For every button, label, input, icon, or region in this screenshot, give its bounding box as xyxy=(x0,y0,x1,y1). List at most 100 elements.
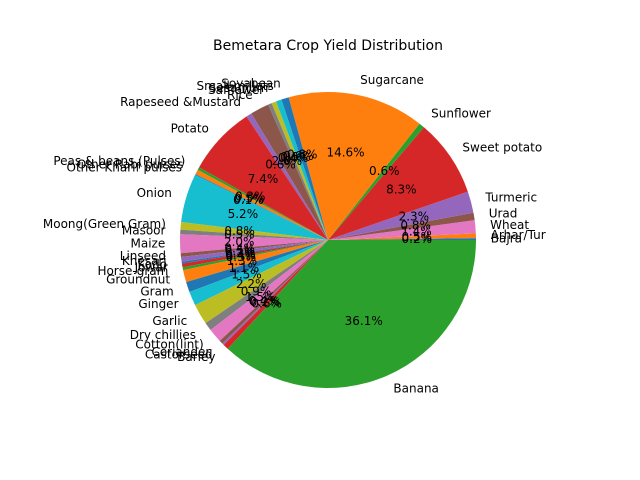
pct-label-sesamum: 0.5% xyxy=(280,150,311,164)
pct-label-horse-gram: 0.3% xyxy=(226,250,257,264)
category-label-onion: Onion xyxy=(137,186,172,200)
pct-label-potato: 7.4% xyxy=(248,172,279,186)
pie-slice-potato xyxy=(199,116,328,240)
pie-slices xyxy=(180,91,477,388)
pct-label-linseed: 0.4% xyxy=(224,242,255,256)
pct-label-sweet-potato: 8.3% xyxy=(386,182,417,196)
category-label-linseed: Linseed xyxy=(120,249,166,263)
pie-slice-soyabean xyxy=(281,97,328,240)
pct-label-coriander: 0.4% xyxy=(249,294,280,308)
category-label-barley: Barley xyxy=(177,350,215,364)
pie-slice-small-millets xyxy=(276,99,328,240)
category-label-bajra: Bajra xyxy=(491,231,522,245)
pct-label-turmeric: 2.3% xyxy=(399,210,430,224)
pie-slice-onion xyxy=(181,174,328,240)
pct-label-banana: 36.1% xyxy=(345,314,383,328)
pie-slice-castorseed xyxy=(222,240,328,345)
category-label-urad: Urad xyxy=(489,207,518,221)
category-label-coriander: Coriander xyxy=(151,345,210,359)
pct-label-safflower: 0.4% xyxy=(278,151,309,165)
pct-label-garlic: 2.2% xyxy=(236,277,267,291)
pie-slice-urad xyxy=(328,212,475,240)
pie-slice-horse-gram xyxy=(182,240,328,271)
pie-slice-rice xyxy=(251,104,328,240)
pie-slice-other-rabi-pulses xyxy=(195,169,328,240)
category-label-safflower: Safflower xyxy=(208,83,264,97)
category-label-sweet-potato: Sweet potato xyxy=(462,141,542,155)
category-label-garlic: Garlic xyxy=(152,314,187,328)
category-label-cotton-lint: Cotton(lint) xyxy=(135,338,203,352)
pct-label-barley: 0.6% xyxy=(251,297,282,311)
pct-label-khesari: 0.5% xyxy=(225,244,256,258)
category-label-rapeseed-mustard: Rapeseed &Mustard xyxy=(120,95,241,109)
pct-label-urad: 0.8% xyxy=(400,218,431,232)
category-label-gram: Gram xyxy=(140,284,173,298)
pie-slice-cotton-lint xyxy=(210,240,328,341)
pct-label-gram: 1.1% xyxy=(229,261,260,275)
pct-label-arhar-tur: 0.5% xyxy=(402,230,433,244)
pct-label-rapeseed-mustard: 0.6% xyxy=(265,157,296,171)
pct-label-maize: 2.0% xyxy=(224,235,255,249)
pct-label-moong-green-gram: 0.8% xyxy=(224,224,255,238)
category-label-other-rabi-pulses: Other Rabi pulses xyxy=(77,158,184,172)
pct-label-jowar: 0.4% xyxy=(225,248,256,262)
pie-slice-ginger xyxy=(189,240,328,306)
category-label-arhar-tur: Arhar/Tur xyxy=(491,228,546,242)
pct-label-sunflower: 0.6% xyxy=(369,164,400,178)
category-label-kodo: Kodo xyxy=(138,257,168,271)
category-label-other-kharif-pulses: Other Kharif pulses xyxy=(67,160,182,174)
pct-label-soyabean: 0.8% xyxy=(287,148,318,162)
category-label-khesari: Khesari xyxy=(122,254,167,268)
category-label-dry-chillies: Dry chillies xyxy=(130,328,196,342)
pie-slice-safflower xyxy=(268,103,328,241)
category-label-masoor: Masoor xyxy=(122,224,166,238)
category-label-sugarcane: Sugarcane xyxy=(360,73,424,87)
category-label-turmeric: Turmeric xyxy=(484,191,537,205)
chart-title: Bemetara Crop Yield Distribution xyxy=(213,38,443,54)
pie-slice-kodo xyxy=(181,240,328,264)
category-label-banana: Banana xyxy=(393,382,439,396)
pct-label-ginger: 1.5% xyxy=(231,268,262,282)
pct-label-small-millets: 0.6% xyxy=(283,149,314,163)
pct-label-castorseed: 0.2% xyxy=(250,295,281,309)
category-label-maize: Maize xyxy=(131,237,166,251)
pie-slice-dry-chillies xyxy=(205,240,328,331)
pct-label-kodo: 0.2% xyxy=(225,246,256,260)
pct-label-bajra: 0.2% xyxy=(402,232,433,246)
pie-slice-rapeseed-mustard xyxy=(246,113,328,240)
pie-slice-jowar xyxy=(181,240,328,268)
category-label-sunflower: Sunflower xyxy=(431,107,491,121)
pie-slice-peas-beans-pulses xyxy=(197,167,328,240)
category-label-ginger: Ginger xyxy=(138,297,178,311)
category-label-horse-gram: Horse-gram xyxy=(97,264,168,278)
pct-label-cotton-lint: 1.5% xyxy=(245,290,276,304)
pct-label-masoor: 0.5% xyxy=(224,228,255,242)
pie-slice-masoor xyxy=(180,229,328,240)
pie-slice-garlic xyxy=(195,240,328,324)
percent-labels: 0.2%0.5%1.4%0.8%2.3%8.3%0.6%14.6%0.8%0.6… xyxy=(224,145,432,327)
category-label-wheat: Wheat xyxy=(490,218,529,232)
category-label-small-millets: Small millets xyxy=(197,79,274,93)
pie-slice-arhar-tur xyxy=(328,233,476,240)
pie-slice-linseed xyxy=(180,240,328,258)
pct-label-wheat: 1.4% xyxy=(401,225,432,239)
pct-label-other-rabi-pulses: 0.5% xyxy=(234,192,265,206)
pct-label-other-kharif-pulses: 0.1% xyxy=(233,193,264,207)
category-label-groundnut: Groundnut xyxy=(106,272,170,286)
category-label-jowar: Jowar xyxy=(134,261,168,275)
pie-slice-gram xyxy=(186,240,328,292)
pct-label-sugarcane: 14.6% xyxy=(326,145,364,159)
pie-slice-moong-green-gram xyxy=(180,222,328,240)
pct-label-dry-chillies: 0.9% xyxy=(241,284,272,298)
pie-slice-groundnut xyxy=(183,240,328,283)
pct-label-onion: 5.2% xyxy=(228,207,259,221)
pie-slice-barley xyxy=(223,240,328,349)
pie-slice-bajra xyxy=(328,238,477,240)
category-label-rice: Rice xyxy=(227,88,253,102)
pie-slice-sesamum xyxy=(271,101,328,240)
pct-label-peas-beans-pulses: 0.3% xyxy=(235,190,266,204)
pct-label-groundnut: 1.3% xyxy=(227,254,258,268)
pct-label-rice: 2.0% xyxy=(272,154,303,168)
